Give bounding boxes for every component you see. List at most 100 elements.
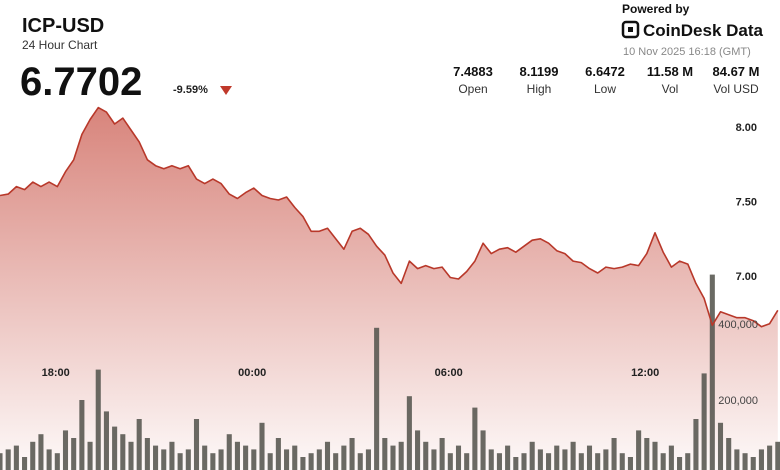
volume-bar [243, 445, 249, 470]
volume-bar [586, 445, 593, 470]
volume-bar [54, 453, 60, 470]
volume-bar [193, 419, 200, 470]
volume-bar [685, 453, 691, 470]
volume-bar [38, 434, 44, 470]
volume-bar [488, 449, 494, 470]
volume-bar [87, 441, 93, 470]
volume-bar [275, 438, 281, 470]
volume-bar [595, 453, 601, 470]
price-change: -9.59% [173, 84, 208, 96]
y-tick-label: 7.50 [736, 197, 757, 209]
volume-bar [185, 449, 191, 470]
volume-bar [144, 438, 150, 470]
volume-bar [603, 449, 609, 470]
down-arrow [220, 86, 232, 95]
volume-bar [472, 407, 478, 470]
volume-bar [30, 441, 36, 470]
volume-bar [652, 441, 658, 470]
volume-bar [79, 400, 85, 470]
volume-bar [341, 445, 347, 470]
volume-bar [349, 438, 355, 470]
volume-bar [308, 453, 314, 470]
powered-by: Powered by [622, 2, 690, 16]
volume-bar [619, 453, 625, 470]
volume-bar [267, 453, 273, 470]
volume-bar [439, 438, 445, 470]
volume-bar [259, 422, 265, 470]
price-area [0, 107, 778, 470]
volume-bar [415, 430, 421, 470]
volume-bar [62, 430, 69, 470]
volume-bar [365, 449, 371, 470]
volume-bar [177, 453, 183, 470]
symbol-title: ICP-USD [22, 15, 104, 37]
volume-bar [767, 445, 773, 470]
volume-bar [717, 422, 724, 470]
timestamp: 10 Nov 2025 16:18 (GMT) [623, 46, 751, 58]
brand-name: CoinDesk Data [643, 21, 764, 40]
stat-value: 6.6472 [585, 64, 625, 79]
volume-bar [431, 449, 437, 470]
volume-bar [95, 369, 101, 470]
volume-bar [218, 449, 224, 470]
volume-bar [210, 453, 216, 470]
volume-bar [226, 434, 232, 470]
volume-bar [775, 441, 780, 470]
volume-bar [103, 411, 109, 470]
volume-bar [120, 434, 126, 470]
volume-bar [316, 449, 322, 470]
volume-bar [46, 449, 52, 470]
volume-bar [292, 445, 298, 470]
brand-logo [621, 20, 640, 39]
volume-bar [529, 441, 535, 470]
volume-bar [742, 453, 748, 470]
volume-bar [480, 430, 486, 470]
volume-bar [537, 449, 543, 470]
volume-bar [234, 441, 240, 470]
volume-bar [455, 445, 462, 470]
volume-bar [611, 438, 617, 470]
volume-bar [570, 441, 576, 470]
stat-value: 11.58 M [647, 64, 693, 79]
x-tick-label: 00:00 [238, 367, 266, 379]
volume-bar [382, 438, 388, 470]
volume-bar [333, 453, 339, 470]
y-tick-label: 8.00 [736, 122, 757, 134]
volume-bar [644, 438, 650, 470]
volume-bar [709, 274, 715, 470]
volume-bar [668, 445, 674, 470]
stat-value: 8.1199 [519, 64, 558, 79]
last-price: 6.7702 [20, 60, 142, 104]
volume-bar [0, 453, 3, 470]
stat-label: Open [458, 82, 487, 96]
volume-bar [636, 430, 642, 470]
volume-bar [734, 449, 740, 470]
volume-bar [357, 453, 363, 470]
volume-bar [660, 453, 666, 470]
volume-bar [447, 453, 453, 470]
volume-bar [521, 453, 527, 470]
volume-bar [496, 453, 502, 470]
plot-area: 18:00 00:00 06:00 12:00 8.00 7.50 7.00 400,000 2… [0, 106, 780, 470]
volume-bar [693, 419, 699, 470]
y2-tick-label: 200,000 [718, 395, 758, 407]
volume-bar [13, 445, 19, 470]
volume-bar [578, 453, 584, 470]
volume-bar [677, 457, 683, 470]
y2-tick-label: 400,000 [718, 319, 758, 331]
volume-bar [726, 438, 732, 470]
x-tick-label: 18:00 [42, 367, 70, 379]
volume-bar [324, 441, 331, 470]
volume-bar [758, 449, 764, 470]
volume-bar [202, 445, 208, 470]
stat-value: 84.67 M [713, 64, 760, 79]
volume-bar [398, 441, 404, 470]
volume-bar [169, 441, 175, 470]
volume-bar [554, 445, 560, 470]
chart-subtitle: 24 Hour Chart [22, 38, 98, 52]
volume-bar [406, 396, 412, 470]
x-tick-label: 12:00 [631, 367, 659, 379]
stat-label: Low [594, 82, 616, 96]
volume-bar [562, 449, 568, 470]
